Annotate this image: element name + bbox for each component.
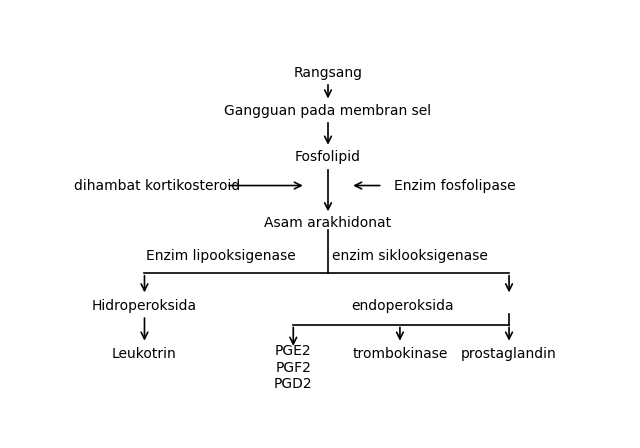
Text: Hidroperoksida: Hidroperoksida (92, 298, 197, 313)
Text: enzim siklooksigenase: enzim siklooksigenase (332, 249, 488, 263)
Text: Enzim lipooksigenase: Enzim lipooksigenase (147, 249, 296, 263)
Text: trombokinase: trombokinase (352, 347, 447, 361)
Text: endoperoksida: endoperoksida (351, 298, 454, 313)
Text: dihambat kortikosteroid: dihambat kortikosteroid (74, 179, 240, 193)
Text: Fosfolipid: Fosfolipid (295, 150, 361, 164)
Text: Leukotrin: Leukotrin (112, 347, 177, 361)
Text: Gangguan pada membran sel: Gangguan pada membran sel (225, 103, 431, 118)
Text: prostaglandin: prostaglandin (461, 347, 557, 361)
Text: Enzim fosfolipase: Enzim fosfolipase (394, 179, 515, 193)
Text: Asam arakhidonat: Asam arakhidonat (264, 216, 392, 230)
Text: Rangsang: Rangsang (294, 66, 362, 80)
Text: PGE2
PGF2
PGD2: PGE2 PGF2 PGD2 (274, 345, 312, 391)
